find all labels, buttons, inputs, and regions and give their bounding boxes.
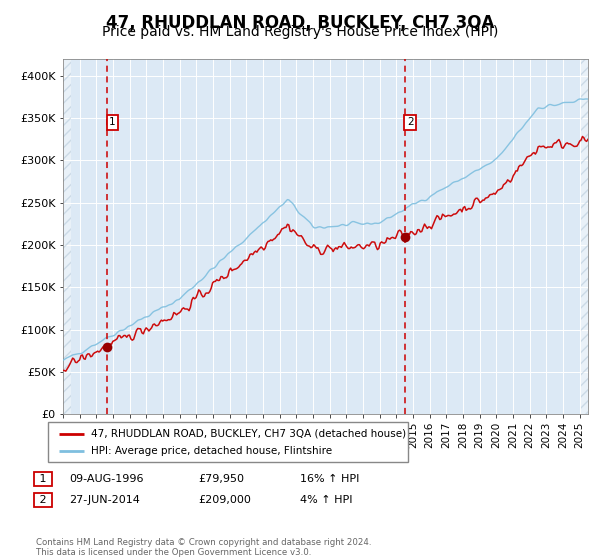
Text: 47, RHUDDLAN ROAD, BUCKLEY, CH7 3QA: 47, RHUDDLAN ROAD, BUCKLEY, CH7 3QA: [106, 14, 494, 32]
Text: Contains HM Land Registry data © Crown copyright and database right 2024.
This d: Contains HM Land Registry data © Crown c…: [36, 538, 371, 557]
Text: 09-AUG-1996: 09-AUG-1996: [69, 474, 143, 484]
Text: 16% ↑ HPI: 16% ↑ HPI: [300, 474, 359, 484]
Text: 2: 2: [407, 117, 413, 127]
Text: £209,000: £209,000: [198, 495, 251, 505]
Text: 4% ↑ HPI: 4% ↑ HPI: [300, 495, 353, 505]
Text: 27-JUN-2014: 27-JUN-2014: [69, 495, 140, 505]
Text: 47, RHUDDLAN ROAD, BUCKLEY, CH7 3QA (detached house): 47, RHUDDLAN ROAD, BUCKLEY, CH7 3QA (det…: [91, 429, 406, 439]
Text: £79,950: £79,950: [198, 474, 244, 484]
Text: 1: 1: [109, 117, 116, 127]
Text: Price paid vs. HM Land Registry's House Price Index (HPI): Price paid vs. HM Land Registry's House …: [102, 25, 498, 39]
Text: 2: 2: [36, 495, 50, 505]
Text: HPI: Average price, detached house, Flintshire: HPI: Average price, detached house, Flin…: [91, 446, 332, 456]
Text: 1: 1: [36, 474, 50, 484]
